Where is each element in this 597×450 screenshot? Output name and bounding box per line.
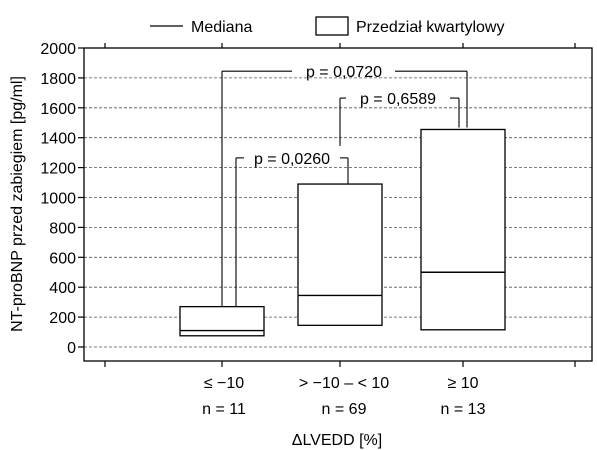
y-tick-label: 600 [49,250,76,267]
legend: Mediana Przedział kwartylowy [150,16,504,36]
p-value-label: p = 0,0260 [254,151,330,168]
y-tick-label: 1000 [40,191,76,208]
legend-box-label: Przedział kwartylowy [356,19,504,36]
x-axis-title: ΔLVEDD [%] [292,432,382,449]
y-tick-label: 200 [49,310,76,327]
x-category-label: ≤ −10 [204,375,244,392]
legend-median-label: Mediana [191,19,252,36]
y-tick-label: 400 [49,280,76,297]
x-category-n-label: n = 11 [202,401,246,418]
p-value-label: p = 0,6589 [360,91,436,108]
y-tick-label: 1600 [40,101,76,118]
y-tick-label: 800 [49,220,76,237]
significance-brackets: p = 0,0260 p = 0,6589 p = 0,0720 [221,64,468,307]
p-value-label: p = 0,0720 [306,64,382,81]
y-tick-label: 0 [67,340,76,357]
iqr-box [297,183,383,326]
x-category-n-label: n = 13 [441,401,486,418]
x-axis-labels: ≤ −10 n = 11 > −10 – < 10 n = 69 ≥ 10 n = 13 [202,375,485,418]
y-tick-label: 1800 [40,71,76,88]
y-axis-title: NT-proBNP przed zabiegiem [pg/ml] [9,76,26,332]
y-tick-label: 2000 [40,41,76,58]
boxes [179,128,506,337]
x-category-label: ≥ 10 [447,375,478,392]
iqr-box [420,128,506,331]
y-axis: 0 200 400 600 800 1000 1200 1400 1600 1800 2000 [40,41,576,367]
x-category-label: > −10 – < 10 [299,375,389,392]
plot-frame [83,47,593,362]
iqr-box [179,305,265,337]
y-tick-label: 1200 [40,161,76,178]
legend-box-swatch [315,16,349,36]
y-tick-label: 1400 [40,131,76,148]
x-category-n-label: n = 69 [322,401,367,418]
